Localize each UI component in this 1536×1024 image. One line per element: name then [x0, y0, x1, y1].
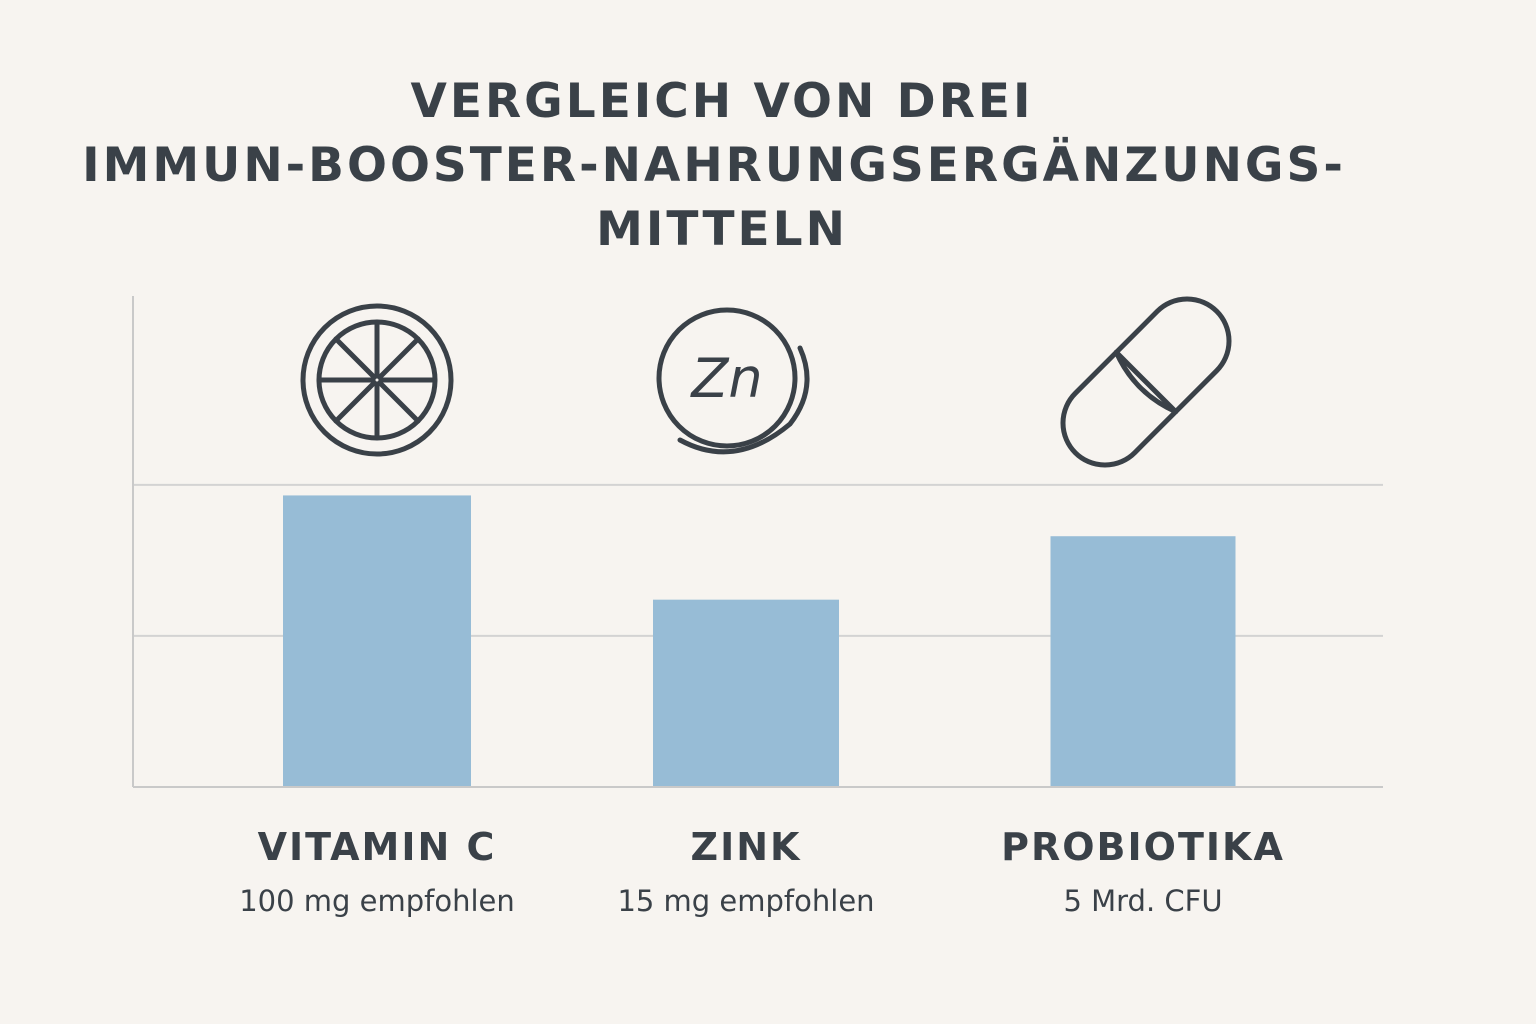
- category-note: 15 mg empfohlen: [617, 884, 874, 918]
- category-label: ZINK: [691, 825, 802, 869]
- svg-text:Zn: Zn: [689, 347, 762, 410]
- zinc-tablet-icon: Zn: [656, 307, 810, 455]
- category-label: VITAMIN C: [258, 825, 497, 869]
- chart-title-line-1: VERGLEICH VON DREI: [410, 74, 1034, 129]
- bar-zink: [653, 599, 839, 787]
- axes: [132, 296, 1383, 788]
- bar-probiotika: [1050, 536, 1236, 787]
- category-label: PROBIOTIKA: [1001, 825, 1285, 869]
- chart-title-line-2: IMMUN-BOOSTER-NAHRUNGSERGÄNZUNGS-: [82, 138, 1346, 193]
- category-labels: VITAMIN C 100 mg empfohlen ZINK 15 mg empfo…: [239, 825, 1285, 918]
- capsule-icon: [1060, 296, 1232, 468]
- chart-title: VERGLEICH VON DREI IMMUN-BOOSTER-NAHRUNG…: [0, 70, 1536, 262]
- citrus-slice-icon: [300, 303, 454, 457]
- category-note: 5 Mrd. CFU: [1063, 884, 1222, 918]
- chart-title-line-3: MITTELN: [596, 202, 848, 257]
- bars: [283, 495, 1236, 787]
- bar-vitamin-c: [283, 495, 471, 787]
- category-note: 100 mg empfohlen: [239, 884, 515, 918]
